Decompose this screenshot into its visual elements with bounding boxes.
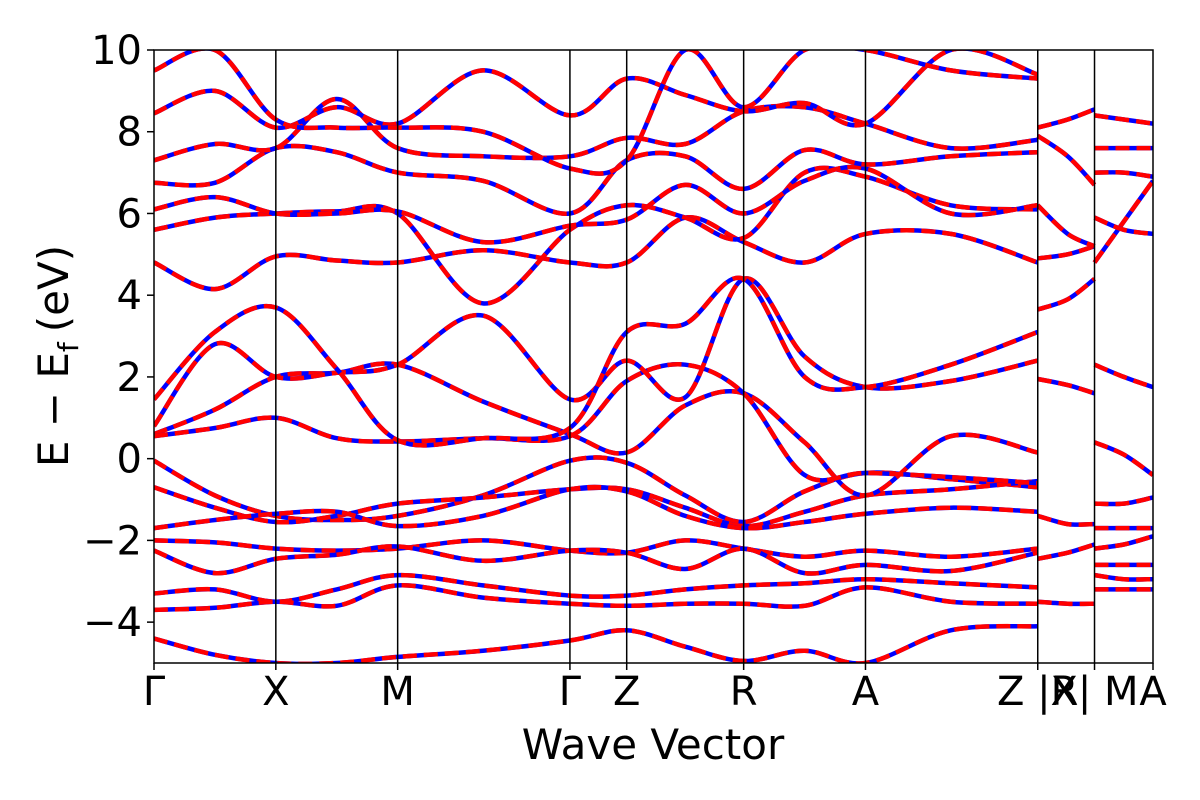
- band-31-red: [1094, 534, 1153, 551]
- y-tick-label: −4: [83, 600, 142, 646]
- y-axis-label-subscript: f: [52, 341, 85, 352]
- band-10-blue: [154, 362, 1038, 486]
- band-37-red: [1092, 179, 1153, 264]
- kpoint-label-1: Γ: [143, 669, 166, 715]
- band-5-red: [154, 544, 1039, 576]
- band-35-red: [1093, 440, 1153, 477]
- band-22-red: [1037, 599, 1095, 607]
- kpoint-label-3: M: [380, 669, 415, 715]
- kpoint-label-2: X: [262, 669, 289, 715]
- kpoint-label-6: R: [730, 669, 758, 715]
- band-38-red: [1093, 215, 1153, 237]
- band-12-red: [154, 275, 1039, 448]
- band-17-red: [154, 96, 1038, 163]
- band-23-red: [1037, 376, 1096, 396]
- band-11-red: [154, 276, 1039, 428]
- band-16-red: [154, 143, 1038, 216]
- band-27-red: [1037, 107, 1096, 130]
- band-15-red: [154, 164, 1038, 245]
- y-tick-label: 10: [91, 28, 142, 74]
- kpoint-label-10: A: [1139, 669, 1167, 715]
- band-29-red: [1094, 495, 1153, 507]
- x-axis-label: Wave Vector: [522, 720, 785, 769]
- band-6-red: [154, 572, 1038, 604]
- band-8-red: [154, 623, 1038, 663]
- band-33-red: [1094, 572, 1153, 582]
- band-36-red: [1093, 362, 1153, 390]
- y-axis-ticks: −4 −2 0 2 4 6 8 10: [83, 28, 154, 646]
- y-tick-label: 8: [117, 110, 142, 156]
- band-20-red: [1037, 513, 1095, 527]
- band-19-blue: [154, 50, 1038, 176]
- plot-frame: [153, 49, 1154, 664]
- band-19-red: [154, 50, 1038, 176]
- y-axis-label-unit: (eV): [29, 245, 78, 332]
- band-25-red: [1037, 244, 1096, 261]
- band-17-blue: [154, 96, 1038, 163]
- band-lines: [154, 50, 1153, 663]
- y-tick-label: 4: [117, 273, 142, 319]
- kpoint-label-7: A: [852, 669, 880, 715]
- band-16-blue: [154, 143, 1038, 216]
- y-tick-label: 2: [117, 355, 142, 401]
- y-tick-label: 6: [117, 191, 142, 237]
- y-axis-label-main: E − E: [29, 352, 78, 467]
- y-axis-label: E − Ef (eV): [29, 245, 85, 467]
- band-24-red: [1036, 277, 1096, 312]
- kpoint-label-8: Z |R: [997, 669, 1078, 715]
- band-21-red: [1037, 542, 1096, 562]
- y-tick-label: −2: [83, 518, 142, 564]
- band-10-red: [154, 362, 1038, 486]
- band-26-red: [1036, 203, 1096, 249]
- band-41-red: [1094, 113, 1153, 126]
- y-tick-label: 0: [117, 437, 142, 483]
- kpoint-label-5: Z: [613, 669, 640, 715]
- kpoint-label-9: X| M: [1050, 669, 1138, 715]
- kpoint-label-4: Γ: [559, 669, 582, 715]
- band-11-blue: [154, 276, 1039, 428]
- band-8-blue: [154, 623, 1038, 663]
- band-28-red: [1036, 133, 1097, 187]
- band-13-red: [154, 215, 1039, 292]
- high-symmetry-lines: [275, 50, 1096, 663]
- band-39-red: [1094, 170, 1153, 179]
